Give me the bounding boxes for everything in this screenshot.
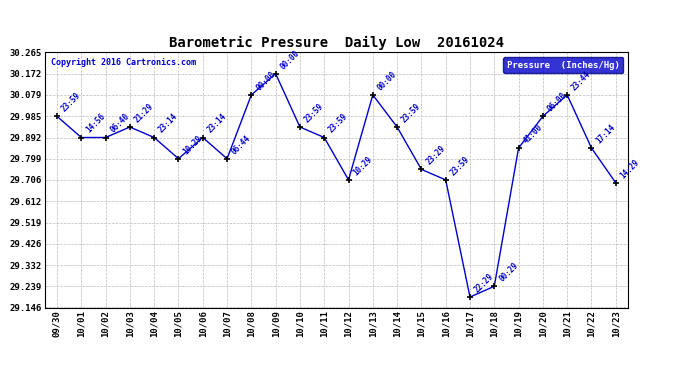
Text: 00:00: 00:00 [375, 69, 398, 92]
Title: Barometric Pressure  Daily Low  20161024: Barometric Pressure Daily Low 20161024 [169, 36, 504, 50]
Text: 23:59: 23:59 [448, 154, 471, 177]
Text: 23:59: 23:59 [60, 91, 83, 114]
Text: 23:44: 23:44 [570, 69, 593, 92]
Text: 23:14: 23:14 [157, 112, 179, 135]
Text: 22:29: 22:29 [473, 272, 495, 294]
Text: 23:59: 23:59 [400, 102, 422, 124]
Legend: Pressure  (Inches/Hg): Pressure (Inches/Hg) [503, 57, 623, 73]
Text: 06:00: 06:00 [546, 91, 569, 114]
Text: 23:14: 23:14 [206, 112, 228, 135]
Text: Copyright 2016 Cartronics.com: Copyright 2016 Cartronics.com [50, 58, 196, 67]
Text: 23:59: 23:59 [303, 102, 326, 124]
Text: 06:44: 06:44 [230, 133, 253, 156]
Text: 06:40: 06:40 [108, 112, 131, 135]
Text: 23:29: 23:29 [424, 144, 447, 166]
Text: 10:29: 10:29 [351, 154, 374, 177]
Text: 41:00: 41:00 [522, 123, 544, 145]
Text: 00:00: 00:00 [254, 69, 277, 92]
Text: 10:29: 10:29 [181, 133, 204, 156]
Text: 14:56: 14:56 [84, 112, 107, 135]
Text: 21:29: 21:29 [132, 102, 155, 124]
Text: 14:29: 14:29 [618, 158, 641, 180]
Text: 17:14: 17:14 [594, 123, 617, 145]
Text: 23:59: 23:59 [327, 112, 350, 135]
Text: 00:00: 00:00 [279, 48, 301, 71]
Text: 00:29: 00:29 [497, 261, 520, 284]
